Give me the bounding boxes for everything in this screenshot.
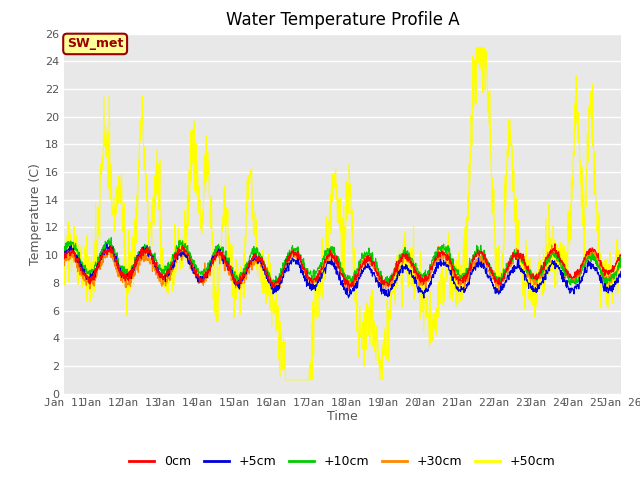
Title: Water Temperature Profile A: Water Temperature Profile A (225, 11, 460, 29)
Legend: 0cm, +5cm, +10cm, +30cm, +50cm: 0cm, +5cm, +10cm, +30cm, +50cm (124, 450, 561, 473)
X-axis label: Time: Time (327, 410, 358, 423)
Y-axis label: Temperature (C): Temperature (C) (29, 163, 42, 264)
Text: SW_met: SW_met (67, 37, 124, 50)
